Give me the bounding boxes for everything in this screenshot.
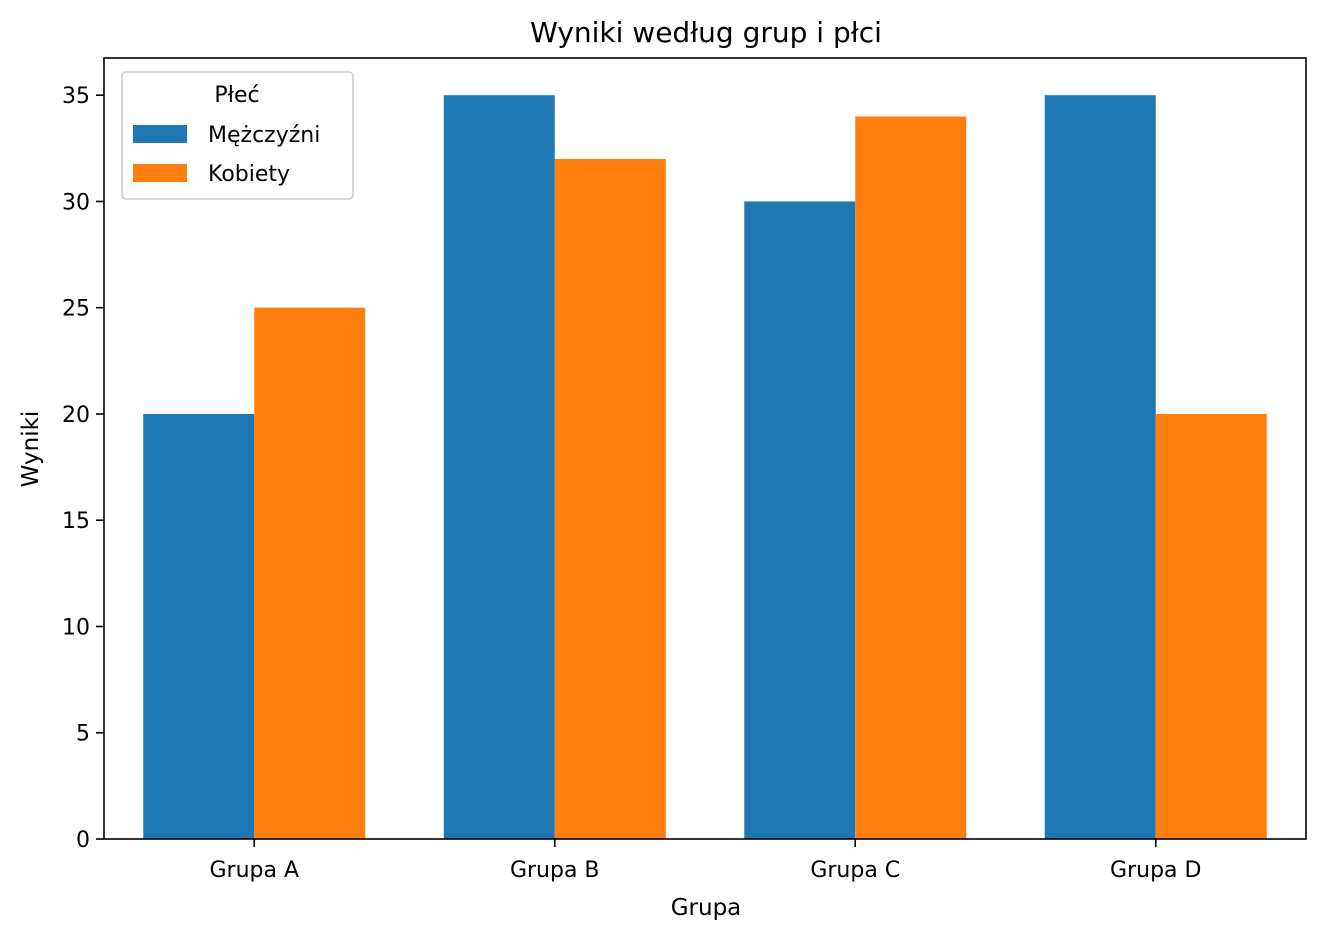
- bar-grupa-a-mezczyzni: [143, 413, 255, 839]
- bar-grupa-b-kobiety: [554, 158, 666, 840]
- bars-group: [143, 95, 1267, 840]
- y-axis-label: Wyniki: [18, 411, 44, 488]
- y-tick-label: 10: [62, 615, 90, 640]
- y-tick-label: 15: [62, 509, 90, 534]
- bar-grupa-a-kobiety: [254, 307, 366, 839]
- legend-swatch-kobiety: [133, 164, 187, 182]
- y-axis: 0 5 10 15 20 25 30 35: [62, 84, 104, 853]
- bar-grupa-b-mezczyzni: [443, 95, 555, 839]
- x-axis-label: Grupa: [671, 895, 742, 921]
- legend-label-mezczyzni: Mężczyźni: [208, 123, 320, 148]
- plot-frame: [103, 57, 1307, 840]
- legend-label-kobiety: Kobiety: [208, 162, 290, 187]
- bar-grupa-c-kobiety: [855, 116, 967, 839]
- x-axis: Grupa A Grupa B Grupa C Grupa D: [209, 839, 1201, 883]
- y-tick-label: 20: [62, 403, 90, 428]
- x-tick-label-grupa-b: Grupa B: [510, 858, 600, 883]
- x-tick-label-grupa-c: Grupa C: [810, 858, 900, 883]
- y-tick-label: 0: [76, 828, 90, 853]
- bar-grupa-d-mezczyzni: [1044, 95, 1156, 839]
- legend-title: Płeć: [214, 83, 259, 108]
- x-tick-label-grupa-a: Grupa A: [209, 858, 299, 883]
- bar-grupa-c-mezczyzni: [744, 201, 856, 839]
- legend-swatch-mezczyzni: [133, 125, 187, 143]
- y-tick-label: 25: [62, 297, 90, 322]
- legend: Płeć Mężczyźni Kobiety: [121, 71, 354, 200]
- y-tick-label: 30: [62, 190, 90, 215]
- x-tick-label-grupa-d: Grupa D: [1110, 858, 1201, 883]
- chart-title: Wyniki według grup i płci: [530, 16, 882, 49]
- bar-grupa-d-kobiety: [1155, 413, 1267, 839]
- y-tick-label: 5: [76, 722, 90, 747]
- y-tick-label: 35: [62, 84, 90, 109]
